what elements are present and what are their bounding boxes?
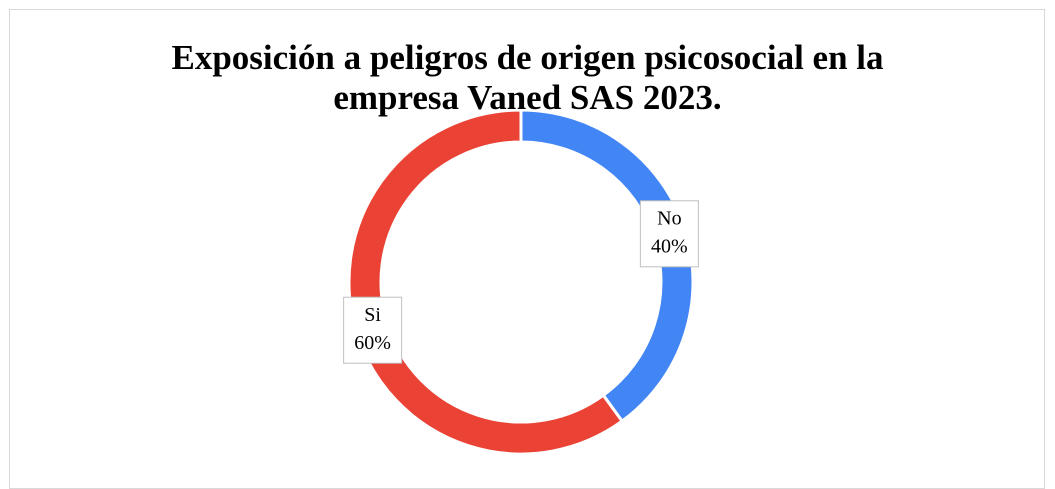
data-label-value: 60% bbox=[354, 332, 391, 354]
data-label: Si 60% bbox=[343, 296, 403, 364]
data-label-category: Si bbox=[364, 304, 381, 326]
data-label-box bbox=[343, 296, 403, 364]
data-label-category: No bbox=[657, 207, 681, 229]
data-label: No 40% bbox=[639, 200, 699, 268]
donut-segment bbox=[347, 108, 625, 456]
data-label-box bbox=[639, 200, 699, 268]
chart-title: Exposición a peligros de origen psicosoc… bbox=[171, 38, 884, 117]
data-label-value: 40% bbox=[651, 235, 688, 257]
